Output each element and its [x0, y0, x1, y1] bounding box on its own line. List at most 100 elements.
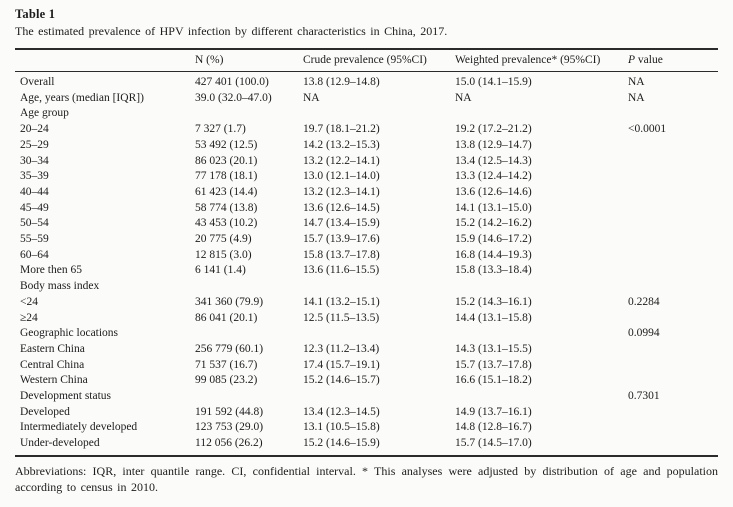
- cell-n: 53 492 (12.5): [195, 138, 258, 151]
- row-label: ≥24: [20, 311, 38, 324]
- cell-pvalue: [628, 263, 718, 279]
- row-label: 60–64: [20, 248, 49, 261]
- cell-n: 61 423 (14.4): [195, 185, 258, 198]
- cell-n: 20 775 (4.9): [195, 233, 252, 246]
- table-row: 50–54 43 453 (10.2) 14.7 (13.4–15.9) 15.2 (…: [15, 216, 718, 232]
- table-row: Development status 0.7301: [15, 389, 718, 405]
- cell-weighted: 19.2 (17.2–21.2): [455, 123, 532, 136]
- row-label: 35–39: [20, 170, 49, 183]
- cell-crude: [303, 389, 455, 405]
- cell-crude: 15.2 (14.6–15.9): [303, 437, 380, 450]
- table-row: Intermediately developed 123 753 (29.0) 13…: [15, 420, 718, 436]
- cell-weighted: 13.3 (12.4–14.2): [455, 170, 532, 183]
- cell-crude: 14.7 (13.4–15.9): [303, 217, 380, 230]
- table-row: 35–39 77 178 (18.1) 13.0 (12.1–14.0) 13.3 (…: [15, 169, 718, 185]
- table-row: Eastern China 256 779 (60.1) 12.3 (11.2–13…: [15, 342, 718, 358]
- cell-n: [195, 389, 303, 405]
- cell-pvalue: 0.2284: [628, 295, 660, 308]
- row-label: More then 65: [20, 264, 82, 277]
- row-label: Geographic locations: [20, 327, 119, 340]
- cell-crude: 14.1 (13.2–15.1): [303, 295, 380, 308]
- table-row: Developed 191 592 (44.8) 13.4 (12.3–14.5) 1…: [15, 405, 718, 421]
- cell-n: 6 141 (1.4): [195, 264, 246, 277]
- cell-crude: 12.3 (11.2–13.4): [303, 342, 380, 355]
- row-label: Development status: [20, 390, 112, 403]
- cell-weighted: 15.0 (14.1–15.9): [455, 76, 532, 88]
- table-row: Central China 71 537 (16.7) 17.4 (15.7–19.…: [15, 358, 718, 374]
- cell-crude: 13.6 (12.6–14.5): [303, 201, 380, 214]
- cell-pvalue: [628, 279, 718, 295]
- table-row: 60–64 12 815 (3.0) 15.8 (13.7–17.8) 16.8 (1…: [15, 248, 718, 264]
- row-label: 50–54: [20, 217, 49, 230]
- row-label: Age, years (median [IQR]): [20, 91, 144, 104]
- cell-crude: 14.2 (13.2–15.3): [303, 138, 380, 151]
- cell-weighted: 14.9 (13.7–16.1): [455, 405, 532, 418]
- cell-pvalue: <0.0001: [628, 123, 667, 136]
- cell-weighted: [455, 326, 628, 342]
- cell-n: 7 327 (1.7): [195, 123, 246, 136]
- row-label: Age group: [20, 107, 69, 120]
- cell-pvalue: [628, 311, 718, 327]
- table-row: 25–29 53 492 (12.5) 14.2 (13.2–15.3) 13.8 (…: [15, 138, 718, 154]
- cell-pvalue: [628, 216, 718, 232]
- cell-n: 43 453 (10.2): [195, 217, 258, 230]
- row-label: 30–34: [20, 154, 49, 167]
- table-header: N (%) Crude prevalence (95%CI) Weighted …: [15, 48, 718, 72]
- cell-n: 12 815 (3.0): [195, 248, 252, 261]
- row-label: 40–44: [20, 185, 49, 198]
- cell-weighted: [455, 106, 628, 122]
- table-body: Overall 427 401 (100.0) 13.8 (12.9–14.8) 15…: [15, 72, 718, 456]
- cell-weighted: 16.6 (15.1–18.2): [455, 374, 532, 387]
- cell-n: 123 753 (29.0): [195, 421, 264, 434]
- cell-crude: 13.8 (12.9–14.8): [303, 76, 380, 88]
- cell-weighted: [455, 279, 628, 295]
- cell-weighted: 14.3 (13.1–15.5): [455, 342, 532, 355]
- cell-n: 341 360 (79.9): [195, 295, 264, 308]
- col-header-weighted: Weighted prevalence* (95%CI): [455, 48, 628, 72]
- cell-weighted: NA: [455, 91, 472, 104]
- header-row: N (%) Crude prevalence (95%CI) Weighted …: [15, 48, 718, 72]
- prevalence-table: N (%) Crude prevalence (95%CI) Weighted …: [15, 48, 718, 457]
- cell-weighted: 13.8 (12.9–14.7): [455, 138, 532, 151]
- cell-weighted: 15.2 (14.2–16.2): [455, 217, 532, 230]
- cell-pvalue: [628, 342, 718, 358]
- table-label: Table 1: [15, 7, 56, 21]
- cell-weighted: 15.8 (13.3–18.4): [455, 264, 532, 277]
- table-row: Overall 427 401 (100.0) 13.8 (12.9–14.8) 15…: [15, 72, 718, 91]
- cell-n: [195, 106, 303, 122]
- cell-weighted: 16.8 (14.4–19.3): [455, 248, 532, 261]
- table-row: ≥24 86 041 (20.1) 12.5 (11.5–13.5) 14.4 (13…: [15, 311, 718, 327]
- cell-crude: 19.7 (18.1–21.2): [303, 123, 380, 136]
- cell-pvalue: [628, 232, 718, 248]
- col-header-characteristic: [15, 48, 195, 72]
- cell-n: 86 041 (20.1): [195, 311, 258, 324]
- table-row: Geographic locations 0.0994: [15, 326, 718, 342]
- row-label: 45–49: [20, 201, 49, 214]
- table-caption: The estimated prevalence of HPV infectio…: [15, 24, 448, 38]
- cell-crude: [303, 279, 455, 295]
- cell-n: 58 774 (13.8): [195, 201, 258, 214]
- cell-crude: 15.2 (14.6–15.7): [303, 374, 380, 387]
- cell-pvalue: [628, 373, 718, 389]
- table-row: More then 65 6 141 (1.4) 13.6 (11.6–15.5) 1…: [15, 263, 718, 279]
- cell-crude: 15.7 (13.9–17.6): [303, 233, 380, 246]
- row-label: Under-developed: [20, 437, 100, 450]
- cell-crude: NA: [303, 91, 320, 104]
- cell-crude: [303, 106, 455, 122]
- table-row: 20–24 7 327 (1.7) 19.7 (18.1–21.2) 19.2 (17…: [15, 122, 718, 138]
- row-label: Overall: [20, 76, 55, 88]
- table-row: 55–59 20 775 (4.9) 15.7 (13.9–17.6) 15.9 (1…: [15, 232, 718, 248]
- cell-weighted: 15.2 (14.3–16.1): [455, 295, 532, 308]
- table-row: Western China 99 085 (23.2) 15.2 (14.6–15.…: [15, 373, 718, 389]
- cell-weighted: 15.9 (14.6–17.2): [455, 233, 532, 246]
- cell-pvalue: [628, 138, 718, 154]
- row-label: Body mass index: [20, 280, 100, 293]
- cell-weighted: 15.7 (13.7–17.8): [455, 358, 532, 371]
- cell-pvalue: [628, 405, 718, 421]
- table-row: <24 341 360 (79.9) 14.1 (13.2–15.1) 15.2 (1…: [15, 295, 718, 311]
- cell-n: 86 023 (20.1): [195, 154, 258, 167]
- cell-crude: 13.0 (12.1–14.0): [303, 170, 380, 183]
- cell-n: 256 779 (60.1): [195, 342, 264, 355]
- cell-weighted: 13.4 (12.5–14.3): [455, 154, 532, 167]
